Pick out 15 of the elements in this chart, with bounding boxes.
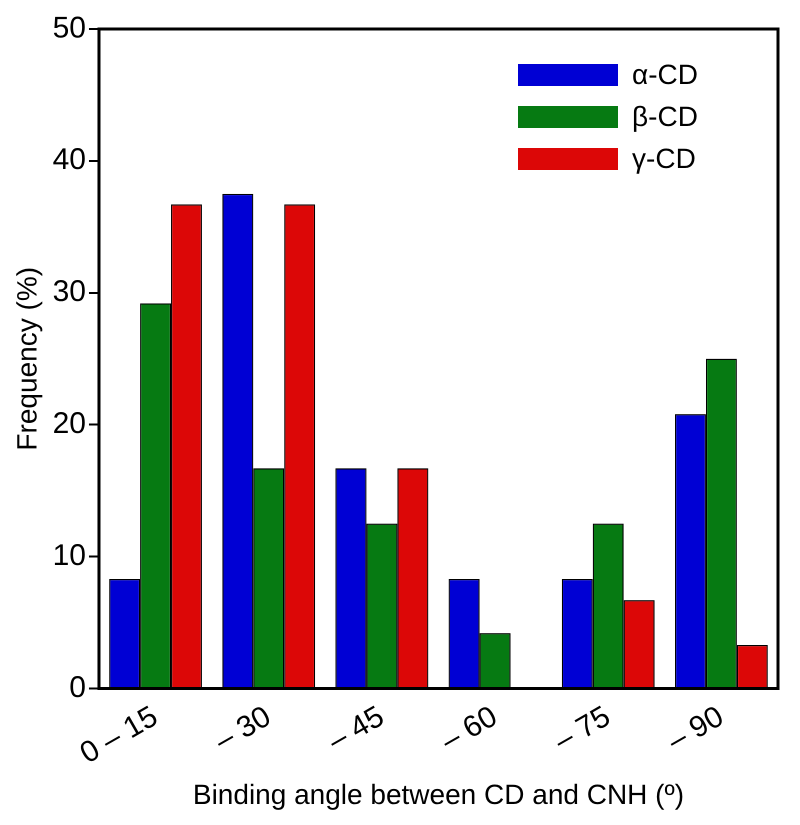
y-tick-label: 40 — [52, 143, 86, 176]
x-tick-label: – 45 — [322, 700, 390, 758]
x-axis-title: Binding angle between CD and CNH (º) — [192, 778, 684, 810]
x-tick-label: – 60 — [436, 700, 503, 758]
y-axis-title: Frequency (%) — [12, 266, 43, 451]
x-tick-label: – 30 — [209, 700, 276, 758]
x-tick-label: – 90 — [662, 700, 730, 758]
legend-label: α-CD — [632, 59, 698, 91]
legend-label: β-CD — [632, 101, 698, 133]
x-tick-label: – 75 — [548, 700, 616, 758]
y-tick-label: 10 — [52, 538, 86, 572]
y-tick-label: 50 — [52, 11, 86, 44]
legend-label: γ-CD — [632, 143, 696, 175]
y-tick-label: 30 — [52, 275, 86, 308]
y-tick-label: 20 — [52, 406, 86, 440]
